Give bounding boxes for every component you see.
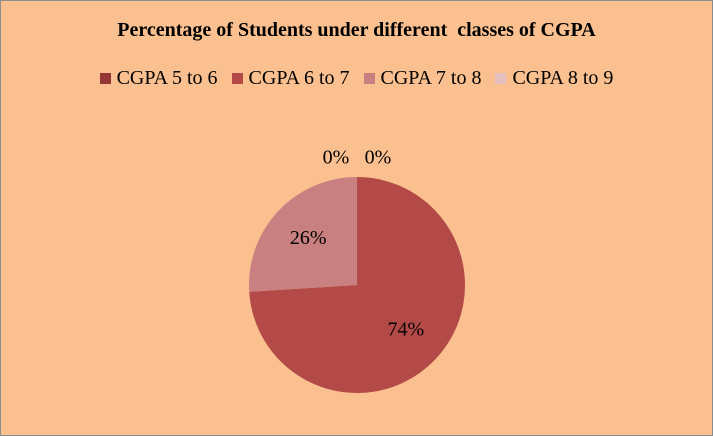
- data-label-2: 26%: [290, 227, 327, 249]
- legend-swatch-0: [99, 73, 111, 84]
- legend-swatch-2: [363, 73, 375, 84]
- legend: CGPA 5 to 6 CGPA 6 to 7 CGPA 7 to 8 CGPA 8 …: [1, 67, 712, 90]
- legend-item-2: CGPA 7 to 8: [363, 67, 482, 90]
- legend-item-3: CGPA 8 to 9: [495, 67, 613, 90]
- legend-label-3: CGPA 8 to 9: [512, 67, 614, 89]
- legend-swatch-1: [231, 73, 243, 84]
- data-label-0: 0%: [323, 147, 350, 169]
- chart-title: Percentage of Students under different c…: [117, 19, 596, 41]
- pie-slice-1: [249, 177, 466, 394]
- pie-slice-2: [249, 177, 357, 292]
- legend-swatch-3: [495, 73, 507, 84]
- legend-item-0: CGPA 5 to 6: [99, 67, 218, 90]
- data-label-1: 74%: [387, 318, 424, 340]
- legend-label-0: CGPA 5 to 6: [116, 67, 218, 89]
- legend-label-1: CGPA 6 to 7: [248, 67, 350, 89]
- legend-item-1: CGPA 6 to 7: [231, 67, 350, 90]
- data-label-3: 0%: [365, 147, 392, 169]
- legend-label-2: CGPA 7 to 8: [380, 67, 482, 89]
